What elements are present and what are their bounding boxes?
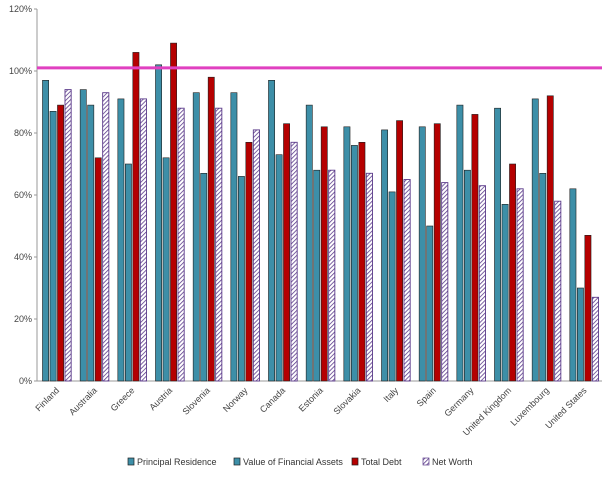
bar-value-of-financial-assets-australia — [87, 104, 95, 382]
bar-net-worth-spain — [441, 182, 449, 382]
bar-total-debt-italy — [396, 120, 403, 382]
legend-label: Net Worth — [432, 457, 472, 467]
x-tick-label: Slovakia — [331, 385, 362, 416]
bar-principal-residence-united-states — [569, 188, 577, 382]
y-tick-label: 20% — [14, 314, 32, 324]
bar-value-of-financial-assets-norway — [238, 176, 245, 382]
bar-principal-residence-united-kingdom — [494, 107, 501, 382]
bar-principal-residence-greece — [117, 98, 125, 382]
y-tick-label: 60% — [14, 190, 32, 200]
legend-swatch — [351, 457, 359, 466]
bar-value-of-financial-assets-austria — [162, 157, 170, 382]
bar-principal-residence-canada — [268, 80, 275, 382]
legend-label: Total Debt — [361, 457, 402, 467]
bar-net-worth-italy — [403, 179, 411, 382]
legend-label: Principal Residence — [137, 457, 217, 467]
bar-total-debt-united-states — [584, 235, 592, 382]
bar-value-of-financial-assets-slovenia — [200, 173, 208, 382]
legend-swatch — [127, 457, 135, 466]
x-tick-label: Estonia — [297, 385, 325, 413]
bar-principal-residence-italy — [381, 129, 388, 382]
bar-total-debt-austria — [170, 42, 177, 382]
bar-net-worth-united-kingdom — [516, 188, 524, 382]
bar-total-debt-germany — [471, 114, 479, 382]
legend-swatch — [233, 457, 241, 466]
bar-value-of-financial-assets-spain — [426, 225, 434, 382]
bar-total-debt-spain — [433, 123, 441, 382]
x-tick-label: Greece — [109, 385, 137, 413]
legend-label: Value of Financial Assets — [243, 457, 343, 467]
bar-net-worth-norway — [252, 129, 260, 382]
bar-principal-residence-australia — [79, 89, 87, 382]
bar-net-worth-austria — [177, 107, 185, 382]
bar-total-debt-slovakia — [358, 142, 366, 382]
legend: Principal Residence Value of Financial As… — [127, 457, 472, 467]
x-tick-label: Austria — [147, 385, 174, 412]
bar-value-of-financial-assets-slovakia — [351, 145, 358, 382]
bar-principal-residence-norway — [230, 92, 238, 382]
legend-swatch — [422, 457, 430, 466]
y-tick-label: 100% — [9, 66, 32, 76]
x-tick-label: Canada — [258, 385, 287, 414]
x-tick-label: Norway — [221, 385, 250, 414]
bar-value-of-financial-assets-germany — [464, 169, 471, 382]
bar-total-debt-slovenia — [207, 76, 215, 382]
bar-net-worth-finland — [64, 89, 72, 382]
bar-total-debt-estonia — [320, 126, 328, 382]
bar-value-of-financial-assets-estonia — [313, 169, 321, 382]
bar-value-of-financial-assets-luxembourg — [539, 173, 547, 382]
bars — [42, 42, 599, 382]
x-tick-label: Australia — [67, 385, 99, 417]
bar-value-of-financial-assets-italy — [388, 191, 396, 382]
x-tick-label: Germany — [442, 385, 476, 419]
bar-net-worth-australia — [102, 92, 110, 382]
bar-principal-residence-luxembourg — [531, 98, 539, 382]
y-tick-label: 80% — [14, 128, 32, 138]
x-tick-label: Italy — [381, 385, 400, 404]
y-tick-label: 40% — [14, 252, 32, 262]
bar-net-worth-united-states — [591, 296, 599, 382]
bar-value-of-financial-assets-finland — [49, 111, 57, 382]
bar-value-of-financial-assets-canada — [275, 154, 283, 382]
bar-total-debt-canada — [283, 123, 290, 382]
bar-total-debt-greece — [132, 52, 140, 382]
bar-total-debt-australia — [94, 157, 102, 382]
bar-principal-residence-estonia — [305, 104, 313, 382]
bar-net-worth-slovakia — [365, 172, 373, 382]
bar-principal-residence-slovakia — [343, 126, 351, 382]
bar-total-debt-united-kingdom — [509, 163, 516, 382]
bar-value-of-financial-assets-greece — [125, 163, 132, 382]
x-tick-label: Slovenia — [180, 385, 211, 416]
bar-net-worth-slovenia — [215, 107, 223, 382]
y-tick-label: 0% — [19, 376, 32, 386]
bar-net-worth-germany — [478, 185, 486, 382]
bar-total-debt-finland — [57, 104, 64, 382]
bar-principal-residence-germany — [456, 104, 464, 382]
bar-value-of-financial-assets-united-kingdom — [501, 204, 509, 382]
y-tick-label: 120% — [9, 4, 32, 14]
bar-net-worth-canada — [290, 141, 298, 382]
x-tick-label: Spain — [415, 385, 438, 408]
bar-principal-residence-spain — [418, 126, 426, 382]
bar-principal-residence-austria — [155, 64, 162, 382]
bar-total-debt-luxembourg — [546, 95, 554, 382]
x-tick-label: Finland — [33, 385, 61, 413]
bar-total-debt-norway — [245, 142, 253, 382]
bar-net-worth-estonia — [328, 169, 336, 382]
bar-value-of-financial-assets-united-states — [577, 287, 584, 382]
bar-net-worth-greece — [139, 98, 147, 382]
x-tick-labels: Finland Australia Greece Austria Slovenia Nor… — [33, 385, 589, 438]
bar-net-worth-luxembourg — [554, 200, 562, 382]
bar-principal-residence-slovenia — [192, 92, 200, 382]
bar-principal-residence-finland — [42, 80, 49, 382]
